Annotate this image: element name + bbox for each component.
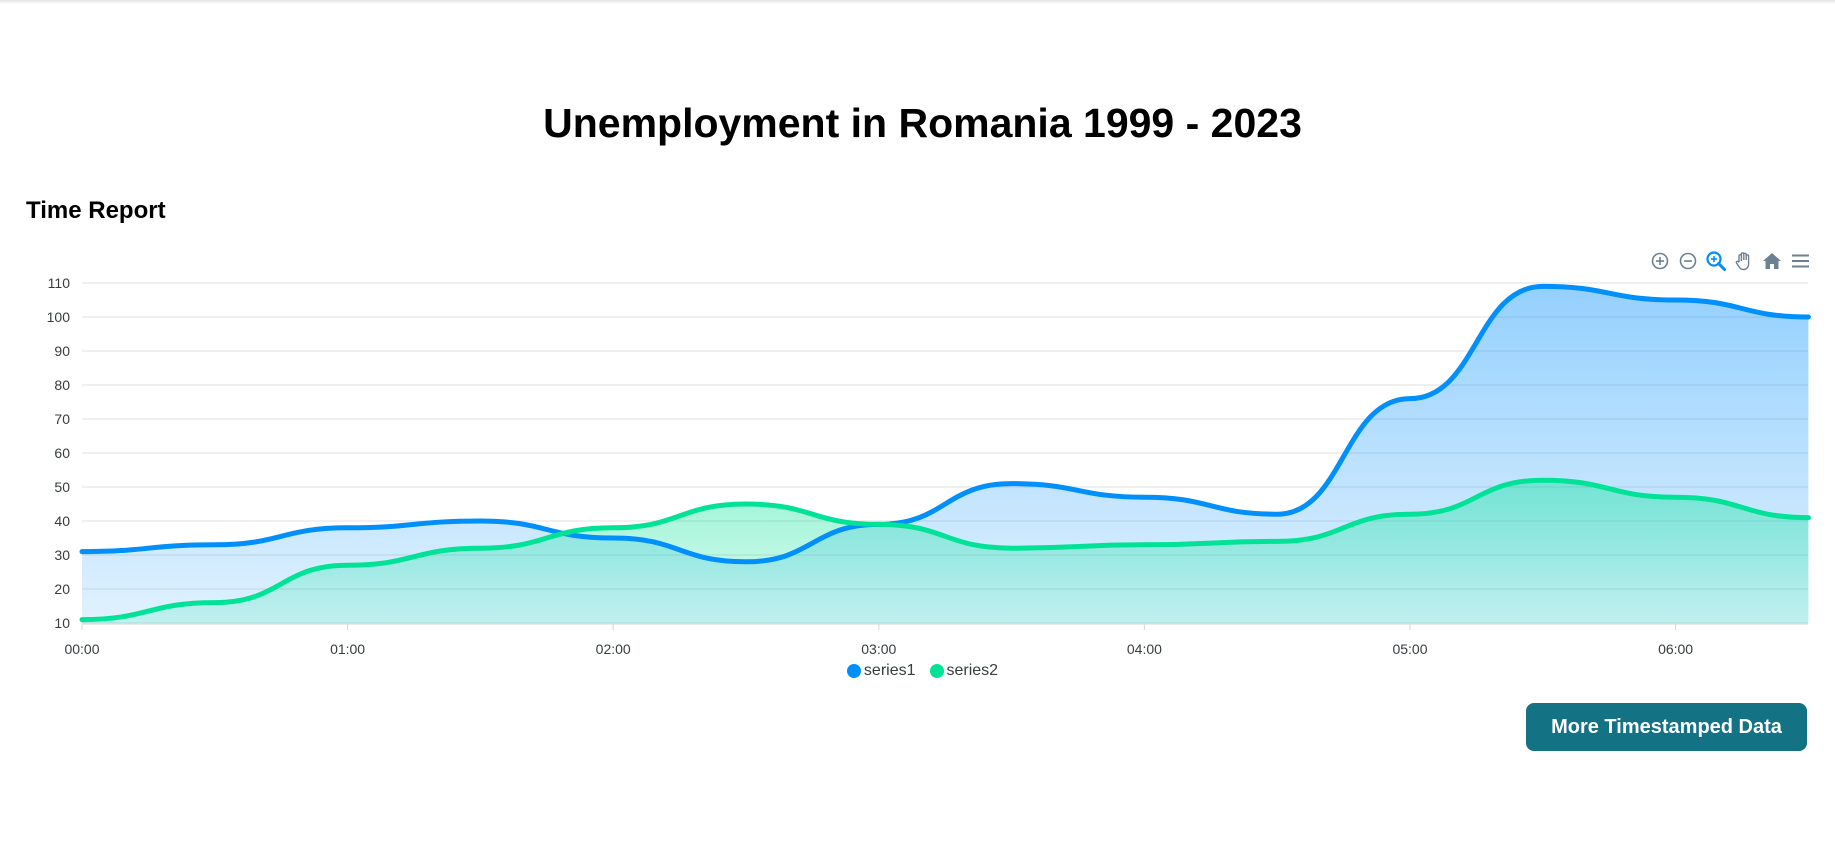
y-tick-label-40: 40 — [54, 513, 70, 529]
x-tick-label-00:00: 00:00 — [64, 641, 99, 657]
chart-title: Time Report — [26, 197, 166, 224]
series-lines — [79, 283, 1811, 623]
page-title: Unemployment in Romania 1999 - 2023 — [543, 100, 1302, 146]
chart-legend: series1 series2 — [0, 662, 1835, 680]
menu-icon[interactable] — [1788, 249, 1812, 273]
legend-item-series1[interactable]: series1 — [846, 662, 916, 680]
area-series2 — [82, 480, 1809, 623]
x-tick-label-05:00: 05:00 — [1392, 641, 1427, 657]
y-tick-label-90: 90 — [54, 343, 70, 359]
zoom-out-icon[interactable] — [1676, 249, 1700, 273]
line-series1 — [79, 283, 1811, 565]
chart-toolbar — [1648, 248, 1812, 274]
selection-zoom-icon[interactable] — [1704, 249, 1728, 273]
more-timestamped-data-button[interactable]: More Timestamped Data — [1526, 703, 1807, 751]
x-tick-label-04:00: 04:00 — [1127, 641, 1162, 657]
x-axis: 00:00 01:00 02:00 03:00 04:00 05:00 06:00 — [64, 623, 1808, 657]
y-tick-label-20: 20 — [54, 581, 70, 597]
legend-item-series2[interactable]: series2 — [929, 662, 999, 680]
series-areas — [82, 286, 1809, 623]
reset-home-icon[interactable] — [1760, 249, 1784, 273]
y-tick-label-100: 100 — [47, 309, 71, 325]
legend-marker-series1 — [846, 664, 861, 678]
x-tick-label-06:00: 06:00 — [1658, 641, 1693, 657]
y-tick-label-80: 80 — [54, 377, 70, 393]
top-shadow — [0, 0, 1835, 4]
y-tick-label-50: 50 — [54, 479, 70, 495]
legend-label-series2: series2 — [946, 662, 999, 679]
y-tick-label-10: 10 — [54, 615, 70, 631]
y-tick-label-70: 70 — [54, 411, 70, 427]
y-tick-label-30: 30 — [54, 547, 70, 563]
line-series2 — [79, 477, 1811, 623]
legend-marker-series2 — [929, 664, 944, 678]
y-axis: 10 20 30 40 50 60 70 80 90 100 110 — [47, 275, 71, 631]
x-tick-label-03:00: 03:00 — [861, 641, 896, 657]
pan-hand-icon[interactable] — [1732, 249, 1756, 273]
x-tick-label-01:00: 01:00 — [330, 641, 365, 657]
y-tick-label-110: 110 — [48, 275, 71, 291]
zoom-in-icon[interactable] — [1648, 249, 1672, 273]
x-tick-label-02:00: 02:00 — [596, 641, 631, 657]
y-tick-label-60: 60 — [54, 445, 70, 461]
legend-label-series1: series1 — [863, 662, 916, 679]
